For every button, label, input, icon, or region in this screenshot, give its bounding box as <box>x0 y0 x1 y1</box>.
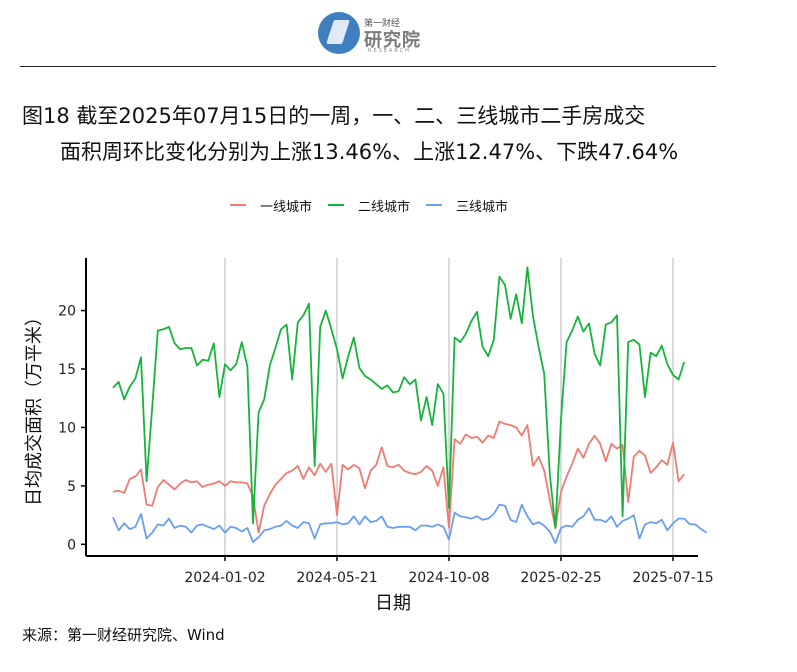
x-tick-label-4: 2025-07-15 <box>632 570 713 586</box>
legend-item-tier2: 二线城市 <box>328 196 411 215</box>
source-note: 来源：第一财经研究院、Wind <box>22 626 225 644</box>
logo: 第一财经 研究院 RESEARCH <box>318 10 428 56</box>
legend-label-tier3: 三线城市 <box>456 199 509 215</box>
y-tick-label-1: 5 <box>67 479 76 495</box>
series-line-2 <box>112 266 686 529</box>
legend-item-tier3: 三线城市 <box>426 196 509 215</box>
legend-item-tier1: 一线城市 <box>230 196 313 215</box>
header-divider <box>20 66 716 67</box>
series-line-3 <box>112 503 708 544</box>
y-tick-label-2: 10 <box>58 420 76 436</box>
legend: 一线城市 二线城市 三线城市 <box>230 196 509 215</box>
chart-title-line1: 图18 截至2025年07月15日的一周，一、二、三线城市二手房成交 <box>22 104 646 128</box>
chart-title-line2: 面积周环比变化分别为上涨13.46%、上涨12.47%、下跌47.64% <box>60 140 679 164</box>
logo-icon <box>318 12 360 54</box>
x-tick-label-2: 2024-10-08 <box>408 570 489 586</box>
x-tick-label-0: 2024-01-02 <box>184 570 265 586</box>
logo-big-text: 研究院 <box>364 30 421 51</box>
legend-label-tier2: 二线城市 <box>358 199 411 215</box>
legend-swatch-tier3 <box>426 204 443 206</box>
y-axis-title: 日均成交面积（万平米） <box>24 308 45 506</box>
x-tick-label-1: 2024-05-21 <box>296 570 377 586</box>
x-axis-title: 日期 <box>375 593 411 614</box>
legend-swatch-tier1 <box>230 204 246 206</box>
series-line-1 <box>112 420 685 534</box>
y-tick-label-4: 20 <box>58 304 76 320</box>
logo-small-text: 第一财经 <box>364 19 401 29</box>
y-tick-label-0: 0 <box>67 537 76 553</box>
legend-swatch-tier2 <box>328 204 345 206</box>
legend-label-tier1: 一线城市 <box>260 199 313 215</box>
y-tick-label-3: 15 <box>58 362 76 378</box>
x-tick-label-3: 2025-02-25 <box>520 570 601 586</box>
logo-english-text: RESEARCH <box>368 48 411 54</box>
